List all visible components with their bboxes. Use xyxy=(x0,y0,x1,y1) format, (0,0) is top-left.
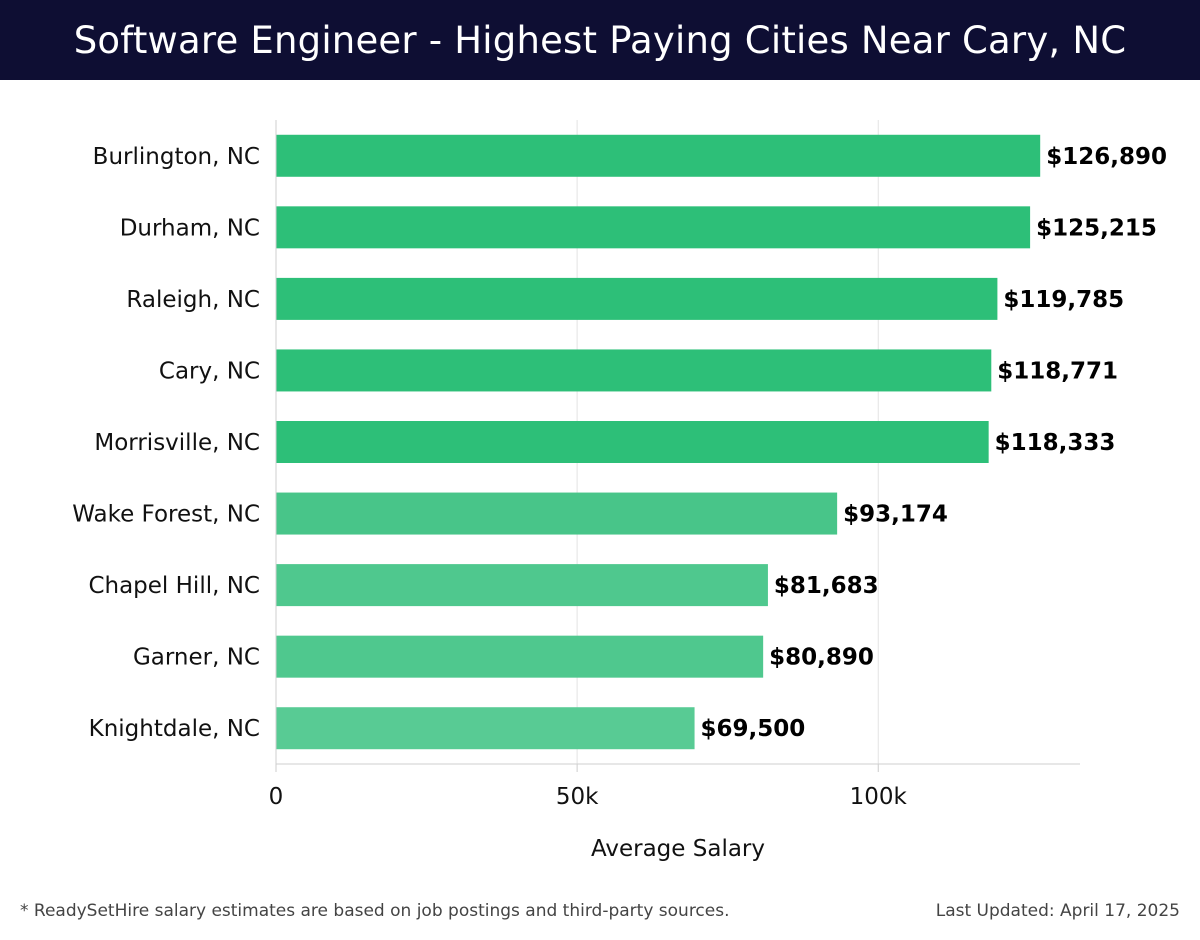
bar xyxy=(276,635,764,678)
x-axis-label: Average Salary xyxy=(591,836,765,862)
bar xyxy=(276,134,1041,177)
value-label: $80,890 xyxy=(769,645,874,671)
bar xyxy=(276,349,992,392)
category-label: Raleigh, NC xyxy=(126,287,260,313)
value-label: $93,174 xyxy=(843,502,948,528)
value-label: $69,500 xyxy=(701,716,806,742)
axes: 0 50k 100k Burlington, NC Durham, NC Raleigh,… xyxy=(72,120,1080,810)
category-label: Garner, NC xyxy=(133,645,260,671)
bar xyxy=(276,492,838,535)
bar xyxy=(276,421,989,463)
value-label: $119,785 xyxy=(1003,287,1124,313)
category-label: Burlington, NC xyxy=(93,144,260,170)
category-label: Morrisville, NC xyxy=(94,430,260,456)
value-label: $118,333 xyxy=(995,430,1116,456)
bar xyxy=(276,277,998,320)
value-label: $118,771 xyxy=(997,358,1118,384)
bars: $126,890 $125,215 $119,785 $118,771 $118,333… xyxy=(276,134,1167,750)
category-label: Durham, NC xyxy=(120,215,260,241)
value-label: $126,890 xyxy=(1046,144,1167,170)
x-tick-label: 100k xyxy=(850,784,908,810)
category-label: Wake Forest, NC xyxy=(72,502,260,528)
salary-bar-chart: $126,890 $125,215 $119,785 $118,771 $118,333… xyxy=(72,120,1167,862)
last-updated: Last Updated: April 17, 2025 xyxy=(935,901,1180,921)
category-label: Chapel Hill, NC xyxy=(88,573,260,599)
x-tick-label: 50k xyxy=(556,784,599,810)
x-tick-label: 0 xyxy=(269,784,284,810)
value-label: $125,215 xyxy=(1036,215,1157,241)
category-label: Knightdale, NC xyxy=(89,716,260,742)
bar xyxy=(276,564,768,607)
category-label: Cary, NC xyxy=(159,358,260,384)
chart-title: Software Engineer - Highest Paying Citie… xyxy=(73,18,1127,62)
value-label: $81,683 xyxy=(774,573,879,599)
bar xyxy=(276,206,1031,249)
footer-note: * ReadySetHire salary estimates are base… xyxy=(20,901,730,921)
bar xyxy=(276,707,695,750)
title-bar: Software Engineer - Highest Paying Citie… xyxy=(0,0,1200,80)
